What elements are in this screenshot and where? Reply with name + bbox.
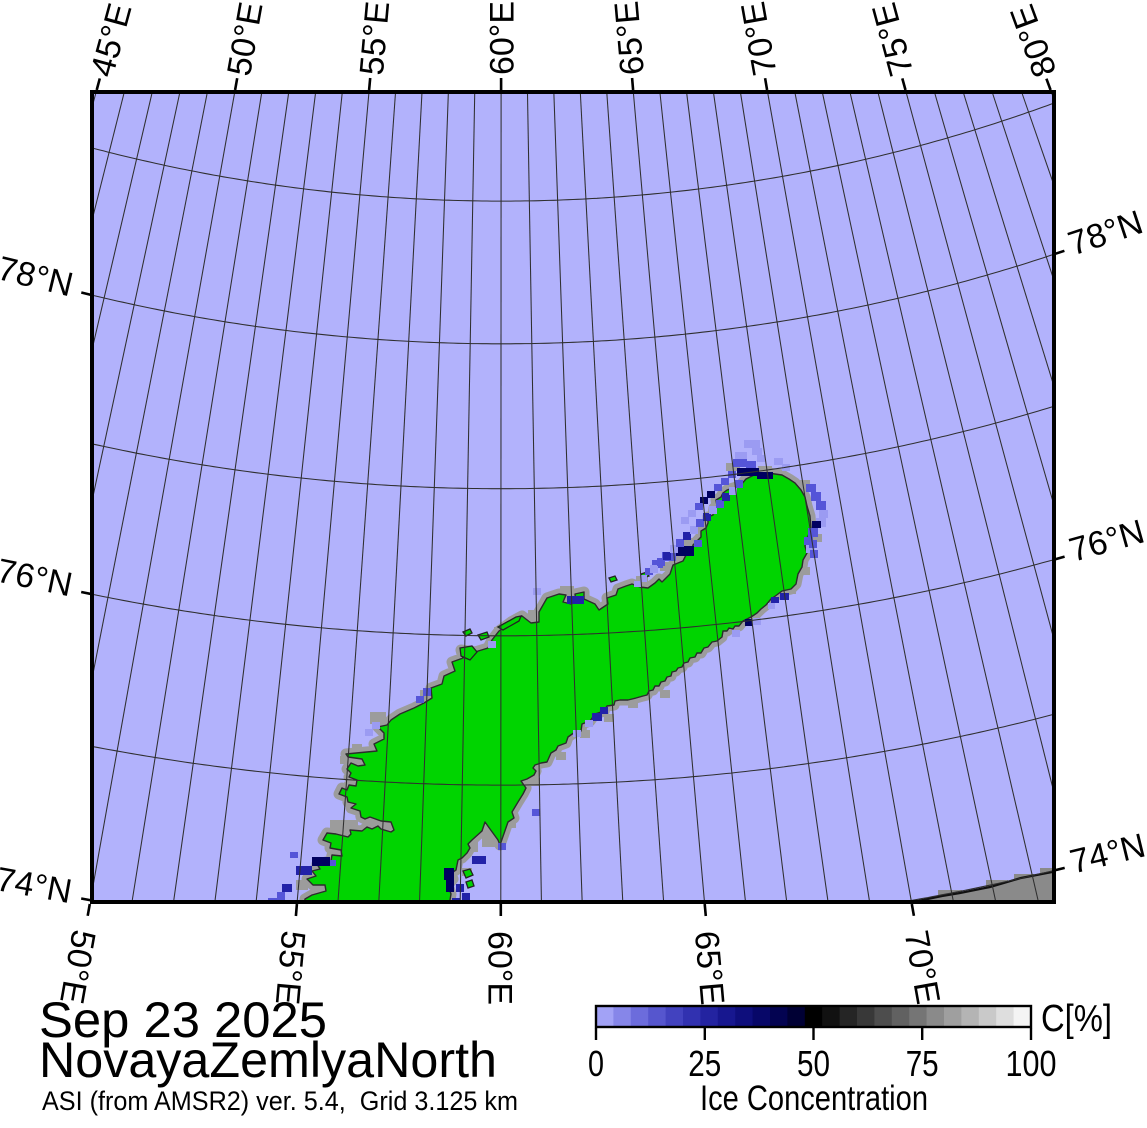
svg-text:25: 25: [688, 1043, 721, 1084]
svg-text:Ice Concentration: Ice Concentration: [700, 1079, 928, 1118]
svg-text:NovayaZemlyaNorth: NovayaZemlyaNorth: [39, 1032, 497, 1088]
svg-text:60°E: 60°E: [481, 931, 519, 1005]
svg-text:100: 100: [1006, 1043, 1057, 1084]
svg-text:50: 50: [797, 1043, 830, 1084]
svg-text:65°E: 65°E: [608, 0, 652, 77]
svg-text:65°E: 65°E: [687, 929, 731, 1006]
svg-text:75: 75: [906, 1043, 939, 1084]
svg-text:0: 0: [588, 1043, 604, 1084]
svg-text:ASI (from AMSR2) ver. 5.4, Gr: ASI (from AMSR2) ver. 5.4, Grid 3.125 km: [42, 1086, 518, 1116]
svg-text:C[%]: C[%]: [1041, 998, 1112, 1040]
svg-text:55°E: 55°E: [353, 0, 397, 77]
svg-text:60°E: 60°E: [483, 1, 521, 75]
